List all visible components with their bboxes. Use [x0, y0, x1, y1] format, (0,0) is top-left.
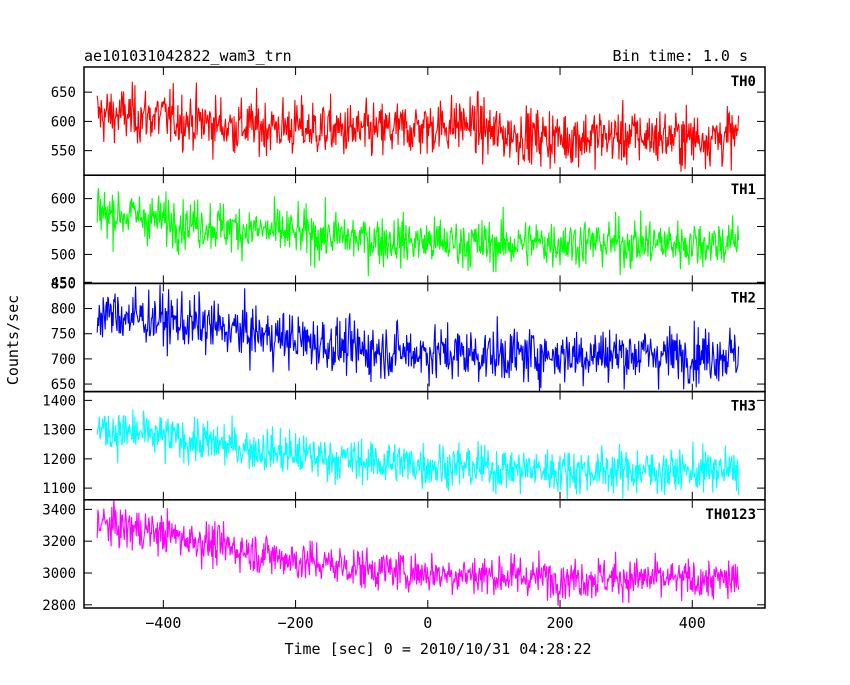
- panel-label-th2: TH2: [731, 290, 756, 306]
- series-line-th1: [96, 188, 740, 277]
- panel-frame-th3: [83, 390, 766, 501]
- y-tick-label: 650: [51, 377, 76, 393]
- panel-label-th0123: TH0123: [705, 507, 756, 523]
- series-line-th0: [96, 81, 740, 172]
- y-tick-label: 2800: [42, 598, 76, 614]
- x-tick-label: 200: [546, 614, 573, 632]
- x-tick-label: −200: [278, 614, 314, 632]
- x-tick-label: −400: [145, 614, 181, 632]
- y-tick-label: 550: [51, 220, 76, 236]
- series-line-th3: [96, 409, 740, 500]
- y-tick-label: 3200: [42, 534, 76, 550]
- series-line-th2: [96, 284, 740, 392]
- x-axis-label: Time [sec] 0 = 2010/10/31 04:28:22: [284, 640, 591, 658]
- y-tick-label: 500: [51, 247, 76, 263]
- panel-frame-th1: [83, 174, 766, 285]
- y-tick-label: 3000: [42, 566, 76, 582]
- y-tick-label: 450: [51, 275, 76, 291]
- x-tick-label: 0: [423, 614, 432, 632]
- y-tick-label: 1100: [42, 481, 76, 497]
- y-tick-label: 3400: [42, 502, 76, 518]
- y-tick-label: 700: [51, 352, 76, 368]
- chart-title: ae101031042822_wam3_trn: [84, 47, 292, 65]
- panel-label-th0: TH0: [731, 74, 756, 90]
- panel-label-th3: TH3: [731, 399, 756, 415]
- y-axis-label: Counts/sec: [4, 295, 22, 385]
- bin-time-label: Bin time: 1.0 s: [613, 47, 748, 65]
- y-tick-label: 550: [51, 144, 76, 160]
- y-tick-label: 650: [51, 85, 76, 101]
- panels-group: TH0 550 600 650 TH1 450 500 550 600 TH2 650 700 750 8…: [42, 66, 766, 632]
- panel-frame-th0123: [83, 499, 766, 609]
- y-tick-label: 600: [51, 114, 76, 130]
- y-tick-label: 850: [51, 276, 76, 292]
- panel-label-th1: TH1: [731, 182, 756, 198]
- y-tick-label: 800: [51, 302, 76, 318]
- y-tick-label: 1400: [42, 393, 76, 409]
- x-tick-label: 400: [679, 614, 706, 632]
- panel-frame-th2: [83, 282, 766, 393]
- y-tick-label: 1200: [42, 452, 76, 468]
- y-tick-label: 600: [51, 192, 76, 208]
- y-tick-label: 1300: [42, 423, 76, 439]
- series-line-th0123: [96, 499, 740, 606]
- y-tick-label: 750: [51, 327, 76, 343]
